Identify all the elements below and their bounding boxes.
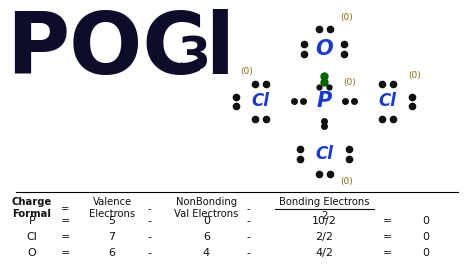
Text: 6: 6: [203, 232, 210, 242]
Text: =: =: [61, 204, 69, 214]
Text: 7: 7: [109, 232, 116, 242]
Text: Cl: Cl: [379, 92, 397, 110]
Text: =: =: [60, 232, 70, 242]
Text: -: -: [148, 204, 152, 214]
Text: P: P: [28, 216, 36, 226]
Text: -: -: [247, 248, 251, 258]
Text: Valence
Electrons: Valence Electrons: [89, 197, 135, 219]
Text: 10/2: 10/2: [312, 216, 337, 226]
Text: POCl: POCl: [6, 9, 235, 92]
Text: Charge
Formal: Charge Formal: [12, 197, 52, 219]
Text: 4/2: 4/2: [315, 248, 333, 258]
Text: (0): (0): [344, 78, 356, 88]
Text: Cl: Cl: [252, 92, 270, 110]
Text: 0: 0: [422, 248, 429, 258]
Text: -: -: [148, 248, 152, 258]
Text: =: =: [383, 216, 392, 226]
Text: NonBonding
Val Electrons: NonBonding Val Electrons: [174, 197, 238, 219]
Text: (0): (0): [240, 67, 253, 76]
Text: O: O: [315, 39, 333, 59]
Text: 0: 0: [422, 232, 429, 242]
Text: 5: 5: [109, 216, 116, 226]
Text: =: =: [60, 248, 70, 258]
Text: 6: 6: [109, 248, 116, 258]
Text: Cl: Cl: [315, 145, 333, 163]
Text: =: =: [60, 216, 70, 226]
Text: 3: 3: [178, 36, 211, 81]
Text: 2/2: 2/2: [315, 232, 333, 242]
Text: -: -: [247, 232, 251, 242]
Text: 2: 2: [321, 211, 328, 221]
Text: -: -: [247, 216, 251, 226]
Text: (0): (0): [340, 13, 353, 22]
Text: (0): (0): [340, 177, 353, 186]
Text: 0: 0: [203, 216, 210, 226]
Text: =: =: [383, 248, 392, 258]
Text: 0: 0: [422, 216, 429, 226]
Text: -: -: [247, 204, 251, 214]
Text: O: O: [27, 248, 36, 258]
Text: (0): (0): [409, 70, 421, 80]
Text: Bonding Electrons: Bonding Electrons: [279, 197, 369, 207]
Text: Cl: Cl: [27, 232, 37, 242]
Text: -: -: [148, 216, 152, 226]
Text: 4: 4: [203, 248, 210, 258]
Text: =: =: [383, 232, 392, 242]
Text: -: -: [148, 232, 152, 242]
Text: P: P: [317, 92, 332, 111]
